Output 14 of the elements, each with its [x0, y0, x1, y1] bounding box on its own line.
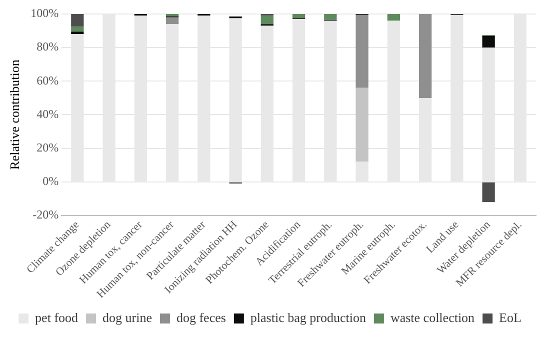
y-axis-title: Relative contribution [7, 59, 22, 170]
y-tick-label: 40% [36, 106, 59, 121]
legend-label: dog feces [176, 310, 226, 325]
y-tick-label: -20% [32, 208, 59, 222]
legend-label: pet food [35, 310, 79, 325]
y-tick-label: 100% [30, 6, 59, 20]
y-tick-label: 20% [36, 140, 59, 154]
y-tick-label: 0% [42, 174, 59, 188]
y-tick-label: 80% [36, 40, 59, 54]
legend-label: waste collection [390, 310, 476, 325]
legend-label: dog urine [102, 310, 152, 325]
legend-label: plastic bag production [250, 310, 366, 325]
legend-label: EoL [499, 310, 522, 325]
y-tick-label: 60% [36, 73, 59, 88]
